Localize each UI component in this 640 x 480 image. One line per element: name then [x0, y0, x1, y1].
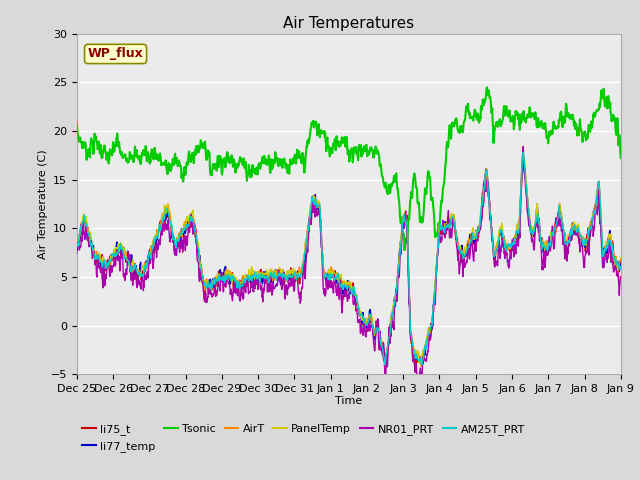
NR01_PRT: [255, 278, 262, 284]
PanelTemp: [553, 218, 561, 224]
AirT: [505, 246, 513, 252]
li75_t: [194, 250, 202, 256]
Text: WP_flux: WP_flux: [88, 48, 143, 60]
X-axis label: Time: Time: [335, 396, 362, 406]
Line: NR01_PRT: NR01_PRT: [77, 146, 621, 387]
AirT: [617, 256, 625, 262]
AirT: [417, 363, 425, 369]
AM25T_PRT: [381, 362, 388, 368]
PanelTemp: [434, 254, 442, 260]
NR01_PRT: [520, 144, 527, 149]
PanelTemp: [180, 222, 188, 228]
PanelTemp: [255, 275, 262, 280]
NR01_PRT: [617, 276, 625, 281]
Legend: li75_t, li77_temp, Tsonic, AirT, PanelTemp, NR01_PRT, AM25T_PRT: li75_t, li77_temp, Tsonic, AirT, PanelTe…: [83, 424, 525, 452]
Tsonic: [401, 247, 408, 253]
NR01_PRT: [553, 223, 561, 229]
PanelTemp: [381, 361, 389, 367]
li75_t: [553, 220, 561, 226]
NR01_PRT: [505, 263, 513, 268]
Line: PanelTemp: PanelTemp: [77, 155, 621, 364]
AM25T_PRT: [194, 243, 202, 249]
Y-axis label: Air Temperature (C): Air Temperature (C): [38, 149, 48, 259]
PanelTemp: [73, 240, 81, 246]
li75_t: [180, 227, 188, 232]
AM25T_PRT: [73, 243, 81, 249]
li77_temp: [180, 227, 188, 232]
li77_temp: [434, 252, 442, 258]
AirT: [73, 236, 81, 242]
NR01_PRT: [434, 252, 442, 258]
AirT: [434, 250, 442, 255]
li77_temp: [418, 363, 426, 369]
AM25T_PRT: [617, 264, 625, 270]
AirT: [255, 271, 262, 277]
Line: AM25T_PRT: AM25T_PRT: [77, 153, 621, 365]
Tsonic: [180, 164, 188, 170]
Tsonic: [255, 161, 262, 167]
li75_t: [505, 245, 513, 251]
AM25T_PRT: [180, 228, 188, 233]
Tsonic: [617, 155, 625, 161]
li75_t: [410, 360, 418, 366]
PanelTemp: [194, 239, 202, 245]
Line: Tsonic: Tsonic: [77, 87, 621, 250]
NR01_PRT: [180, 239, 188, 245]
li77_temp: [194, 243, 202, 249]
Tsonic: [194, 143, 202, 149]
li75_t: [434, 253, 442, 259]
AirT: [553, 216, 561, 222]
AM25T_PRT: [434, 251, 442, 257]
li77_temp: [73, 245, 81, 251]
NR01_PRT: [194, 259, 202, 264]
li77_temp: [519, 151, 527, 157]
Line: AirT: AirT: [77, 150, 621, 366]
NR01_PRT: [73, 250, 81, 256]
li75_t: [255, 277, 262, 283]
AirT: [519, 147, 527, 153]
AirT: [194, 243, 202, 249]
Tsonic: [553, 125, 561, 131]
li77_temp: [255, 277, 262, 283]
li75_t: [73, 240, 81, 245]
li77_temp: [505, 241, 513, 247]
Title: Air Temperatures: Air Temperatures: [284, 16, 414, 31]
Tsonic: [434, 229, 442, 235]
AirT: [180, 219, 188, 225]
Tsonic: [483, 84, 491, 90]
li77_temp: [553, 218, 561, 224]
li75_t: [617, 258, 625, 264]
Line: li75_t: li75_t: [77, 157, 621, 363]
Tsonic: [505, 110, 513, 116]
AM25T_PRT: [520, 150, 527, 156]
Tsonic: [73, 121, 81, 127]
AM25T_PRT: [553, 219, 561, 225]
PanelTemp: [617, 264, 625, 270]
li77_temp: [617, 263, 625, 268]
NR01_PRT: [381, 384, 389, 390]
Line: li77_temp: li77_temp: [77, 154, 621, 366]
PanelTemp: [518, 152, 526, 158]
li75_t: [519, 154, 527, 160]
PanelTemp: [505, 244, 513, 250]
AM25T_PRT: [505, 241, 513, 247]
AM25T_PRT: [255, 271, 262, 277]
